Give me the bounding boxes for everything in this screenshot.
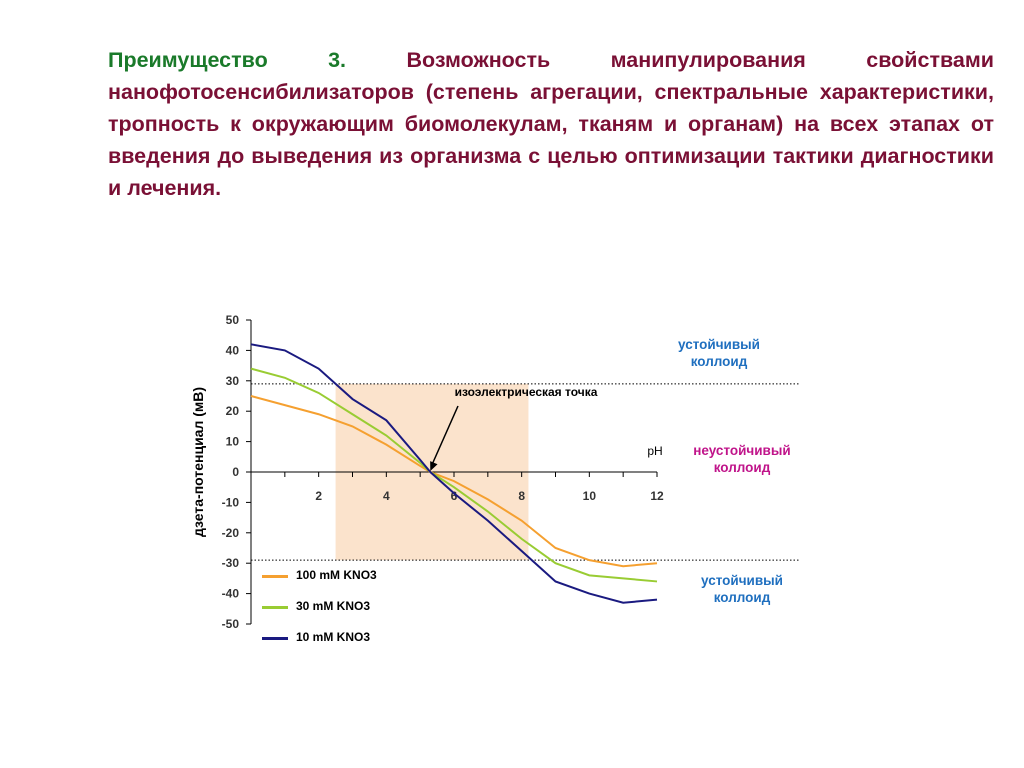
y-tick-label: 10 (226, 435, 240, 449)
x-tick-label: 10 (583, 489, 597, 503)
x-axis-title: pH (647, 444, 662, 458)
zone-label-unstable: неустойчивый коллоид (693, 443, 791, 475)
legend-label-30mm: 30 mM KNO3 (296, 599, 371, 613)
y-tick-label: -30 (222, 556, 240, 570)
legend-item: 10 mM KNO3 (262, 630, 377, 661)
x-tick-label: 12 (650, 489, 664, 503)
isoelectric-point-arrow (431, 405, 459, 465)
legend-swatch-100mm (262, 575, 288, 578)
y-tick-label: -40 (222, 587, 240, 601)
legend-label-10mm: 10 mM KNO3 (296, 630, 371, 644)
series-line-10mm (250, 343, 658, 604)
series-line-100mm (250, 395, 658, 568)
legend-swatch-30mm (262, 606, 288, 609)
isoelectric-point-arrowhead (430, 461, 438, 471)
legend-item: 100 mM KNO3 (262, 568, 377, 599)
legend-item: 30 mM KNO3 (262, 599, 377, 630)
y-tick-label: 20 (226, 404, 240, 418)
y-tick-label: 30 (226, 374, 240, 388)
y-tick-label: -20 (222, 526, 240, 540)
x-tick-label: 8 (518, 489, 525, 503)
chart-legend: 100 mM KNO3 30 mM KNO3 10 mM KNO3 (262, 568, 377, 661)
advantage-description: Возможность манипулирования свойствами н… (108, 48, 994, 200)
x-tick-label: 6 (451, 489, 458, 503)
zone-label-stable-bottom: устойчивый коллоид (701, 573, 783, 605)
y-tick-label: -10 (222, 495, 240, 509)
y-tick-label: 0 (232, 465, 239, 479)
y-tick-label: -50 (222, 617, 240, 631)
x-tick-label: 2 (315, 489, 322, 503)
slide-paragraph: Преимущество 3. Возможность манипулирова… (108, 44, 994, 204)
legend-swatch-10mm (262, 637, 288, 640)
advantage-heading: Преимущество 3. (108, 48, 347, 72)
series-line-30mm (250, 367, 658, 583)
y-tick-label: 40 (226, 343, 240, 357)
legend-label-100mm: 100 mM KNO3 (296, 568, 377, 582)
x-tick-label: 4 (383, 489, 390, 503)
isoelectric-point-label: изоэлектрическая точка (455, 385, 598, 399)
y-tick-label: 50 (226, 313, 240, 327)
zone-label-stable-top: устойчивый коллоид (678, 337, 760, 369)
y-axis-title: дзета-потенциал (мВ) (190, 387, 206, 537)
